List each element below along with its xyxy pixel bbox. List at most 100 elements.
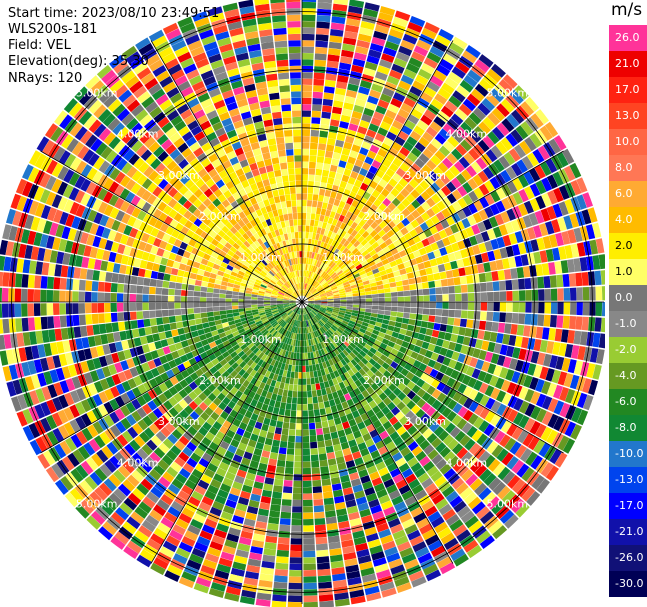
velocity-gate	[315, 253, 320, 261]
velocity-gate	[541, 192, 552, 207]
velocity-gate	[302, 78, 313, 85]
velocity-gate	[308, 298, 315, 301]
velocity-gate	[303, 550, 316, 558]
velocity-gate	[306, 384, 312, 392]
velocity-gate	[329, 164, 338, 173]
velocity-gate	[340, 194, 349, 203]
velocity-gate	[361, 230, 370, 239]
velocity-gate	[327, 304, 334, 307]
velocity-gate	[251, 304, 258, 308]
velocity-gate	[557, 302, 564, 315]
velocity-gate	[359, 167, 368, 177]
velocity-gate	[427, 251, 436, 260]
velocity-gate	[448, 359, 457, 369]
velocity-gate	[213, 311, 220, 316]
velocity-gate	[556, 152, 569, 168]
velocity-gate	[314, 220, 319, 227]
velocity-gate	[327, 177, 335, 185]
velocity-gate	[523, 171, 535, 185]
velocity-gate	[302, 340, 305, 347]
velocity-gate	[296, 346, 300, 353]
velocity-gate	[308, 271, 312, 278]
velocity-gate	[347, 252, 354, 259]
velocity-gate	[527, 338, 536, 350]
velocity-gate	[157, 272, 165, 280]
velocity-gate	[302, 474, 312, 481]
velocity-gate	[357, 285, 365, 290]
velocity-gate	[326, 60, 339, 69]
velocity-gate	[548, 138, 562, 154]
velocity-gate	[136, 294, 143, 302]
velocity-gate	[244, 299, 251, 302]
velocity-gate	[542, 327, 550, 340]
velocity-gate	[302, 238, 305, 245]
velocity-gate	[98, 313, 105, 324]
velocity-gate	[340, 322, 348, 328]
velocity-gate	[276, 549, 289, 557]
velocity-gate	[331, 158, 340, 167]
velocity-gate	[322, 249, 328, 257]
velocity-gate	[308, 304, 314, 307]
velocity-gate	[269, 419, 277, 427]
velocity-gate	[40, 276, 48, 289]
velocity-gate	[282, 422, 290, 429]
velocity-gate	[369, 282, 377, 287]
velocity-gate	[279, 518, 291, 526]
velocity-gate	[317, 395, 324, 403]
velocity-gate	[276, 459, 286, 467]
velocity-gate	[502, 258, 510, 269]
velocity-gate	[346, 197, 354, 205]
velocity-gate	[428, 281, 436, 288]
velocity-gate	[442, 302, 449, 309]
velocity-gate	[86, 325, 94, 336]
velocity-gate	[400, 227, 409, 236]
velocity-gate	[309, 371, 314, 378]
velocity-gate	[470, 264, 479, 275]
velocity-gate	[477, 221, 487, 233]
velocity-gate	[338, 288, 345, 292]
velocity-gate	[376, 237, 385, 246]
velocity-gate	[326, 452, 336, 460]
velocity-gate	[530, 239, 539, 252]
velocity-gate	[410, 307, 417, 314]
velocity-gate	[359, 295, 366, 299]
velocity-gate	[361, 113, 372, 123]
velocity-gate	[408, 178, 419, 189]
velocity-gate	[345, 24, 359, 33]
velocity-gate	[343, 268, 350, 274]
velocity-gate	[311, 384, 316, 391]
velocity-gate	[378, 220, 387, 229]
velocity-gate	[278, 408, 285, 416]
velocity-gate	[200, 307, 207, 313]
velocity-gate	[349, 317, 357, 323]
velocity-gate	[2, 318, 10, 334]
velocity-gate	[506, 382, 517, 395]
velocity-gate	[425, 186, 436, 197]
velocity-gate	[492, 312, 500, 322]
velocity-gate	[169, 274, 177, 282]
velocity-gate	[366, 129, 377, 139]
velocity-gate	[413, 345, 422, 354]
velocity-gate	[333, 266, 340, 272]
velocity-gate	[288, 435, 295, 443]
velocity-gate	[408, 278, 416, 285]
velocity-gate	[294, 455, 302, 462]
velocity-gate	[322, 256, 328, 264]
velocity-gate	[382, 225, 391, 234]
velocity-gate	[570, 180, 582, 196]
velocity-gate	[295, 436, 302, 443]
velocity-gate	[337, 186, 345, 195]
velocity-gate	[506, 114, 520, 128]
velocity-gate	[479, 196, 490, 209]
velocity-gate	[351, 247, 359, 255]
velocity-gate	[403, 312, 410, 319]
velocity-gate	[474, 254, 483, 264]
velocity-gate	[359, 246, 367, 254]
velocity-gate	[533, 339, 542, 352]
velocity-gate	[303, 289, 305, 296]
velocity-gate	[576, 287, 583, 301]
velocity-gate	[355, 46, 369, 55]
velocity-gate	[189, 325, 198, 332]
velocity-gate	[322, 485, 332, 493]
velocity-gate	[461, 293, 468, 302]
